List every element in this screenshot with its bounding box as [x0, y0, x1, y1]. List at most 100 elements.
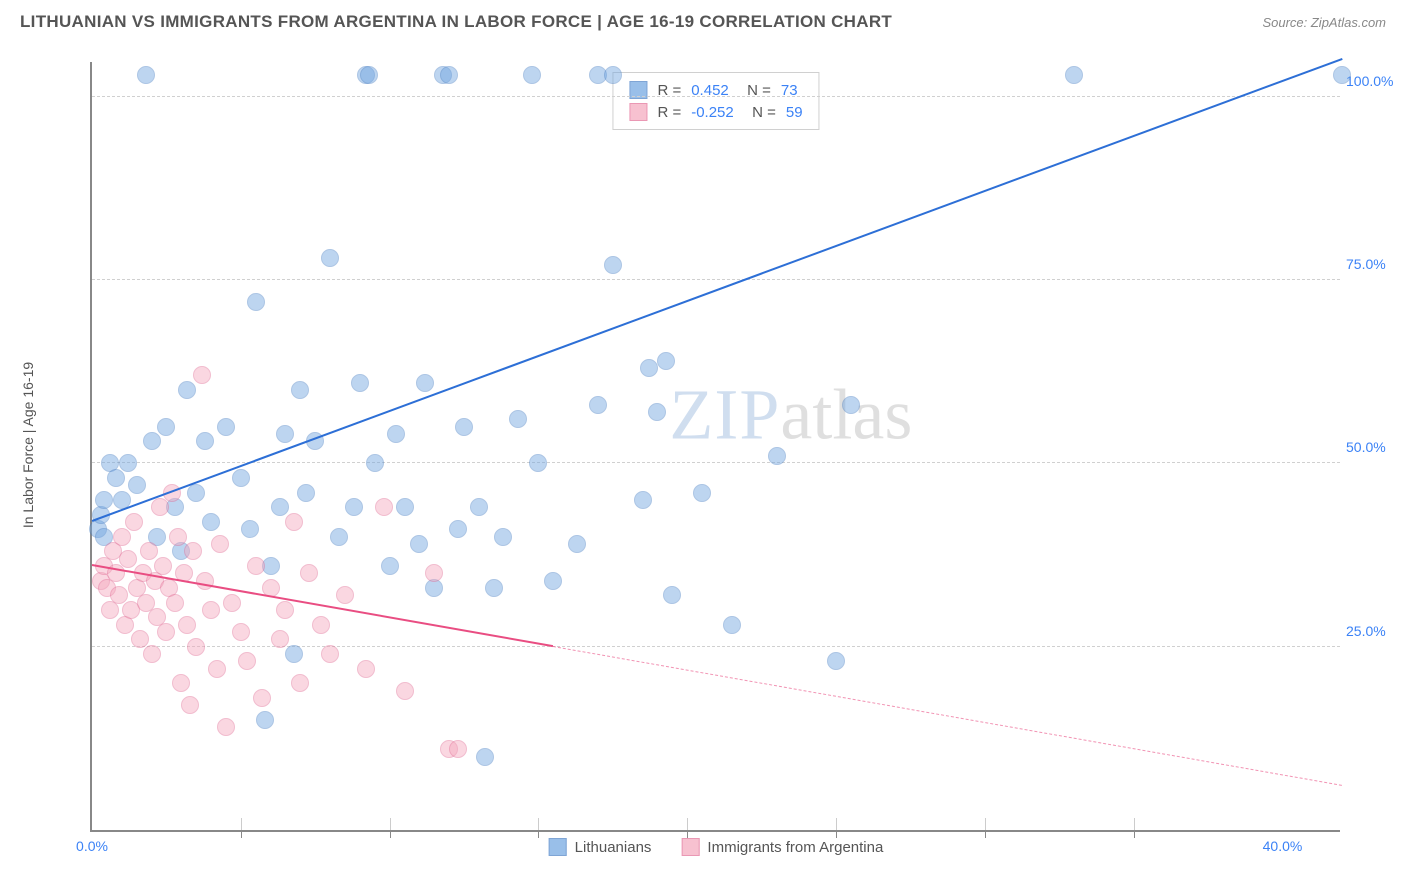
scatter-point: [357, 660, 375, 678]
scatter-point: [208, 660, 226, 678]
x-tick-mark: [836, 830, 837, 838]
scatter-point: [151, 498, 169, 516]
gridline-horizontal: [92, 462, 1340, 463]
scatter-point: [154, 557, 172, 575]
legend-swatch: [549, 838, 567, 856]
scatter-point: [416, 374, 434, 392]
scatter-point: [640, 359, 658, 377]
watermark: ZIPatlas: [669, 374, 912, 457]
scatter-point: [381, 557, 399, 575]
x-tick-label: 40.0%: [1263, 838, 1303, 854]
scatter-point: [449, 740, 467, 758]
scatter-point: [842, 396, 860, 414]
scatter-point: [312, 616, 330, 634]
gridline-vertical: [985, 818, 986, 830]
scatter-point: [449, 520, 467, 538]
scatter-point: [544, 572, 562, 590]
gridline-vertical: [687, 818, 688, 830]
scatter-point: [232, 623, 250, 641]
scatter-point: [648, 403, 666, 421]
stats-row: R = 0.452 N = 73: [629, 79, 802, 101]
scatter-point: [375, 498, 393, 516]
scatter-point: [193, 366, 211, 384]
gridline-vertical: [390, 818, 391, 830]
scatter-point: [238, 652, 256, 670]
scatter-point: [187, 484, 205, 502]
scatter-point: [113, 528, 131, 546]
gridline-vertical: [538, 818, 539, 830]
stats-n-value: 59: [786, 104, 803, 121]
scatter-point: [604, 66, 622, 84]
x-tick-mark: [687, 830, 688, 838]
scatter-point: [181, 696, 199, 714]
scatter-point: [455, 418, 473, 436]
stats-r-value: -0.252: [691, 104, 734, 121]
legend-swatch: [681, 838, 699, 856]
watermark-part2: atlas: [780, 375, 912, 455]
scatter-point: [321, 249, 339, 267]
scatter-point: [196, 432, 214, 450]
scatter-point: [202, 513, 220, 531]
scatter-point: [1333, 66, 1351, 84]
scatter-point: [271, 498, 289, 516]
chart-header: LITHUANIAN VS IMMIGRANTS FROM ARGENTINA …: [0, 0, 1406, 42]
scatter-point: [187, 638, 205, 656]
x-tick-label: 0.0%: [76, 838, 108, 854]
stats-n-label: N =: [744, 104, 776, 121]
chart-legend: Lithuanians Immigrants from Argentina: [549, 838, 884, 856]
scatter-point: [485, 579, 503, 597]
stats-row: R = -0.252 N = 59: [629, 101, 802, 123]
scatter-point: [387, 425, 405, 443]
gridline-vertical: [836, 818, 837, 830]
scatter-point: [360, 66, 378, 84]
scatter-point: [470, 498, 488, 516]
scatter-point: [223, 594, 241, 612]
y-tick-label: 100.0%: [1346, 73, 1402, 89]
scatter-point: [604, 256, 622, 274]
source-attribution: Source: ZipAtlas.com: [1262, 15, 1386, 30]
scatter-point: [107, 469, 125, 487]
scatter-point: [143, 645, 161, 663]
stats-r-label: R =: [657, 104, 681, 121]
scatter-point: [300, 564, 318, 582]
scatter-point: [241, 520, 259, 538]
legend-label: Immigrants from Argentina: [707, 839, 883, 856]
scatter-point: [336, 586, 354, 604]
scatter-point: [169, 528, 187, 546]
scatter-point: [723, 616, 741, 634]
y-tick-label: 50.0%: [1346, 439, 1402, 455]
watermark-part1: ZIP: [669, 375, 780, 455]
plot-area: ZIPatlas R = 0.452 N = 73R = -0.252 N = …: [90, 62, 1340, 832]
scatter-point: [285, 513, 303, 531]
scatter-point: [1065, 66, 1083, 84]
x-tick-mark: [985, 830, 986, 838]
x-tick-mark: [538, 830, 539, 838]
scatter-point: [119, 550, 137, 568]
scatter-point: [693, 484, 711, 502]
scatter-point: [247, 557, 265, 575]
scatter-point: [634, 491, 652, 509]
scatter-point: [247, 293, 265, 311]
scatter-point: [217, 718, 235, 736]
scatter-point: [366, 454, 384, 472]
scatter-point: [202, 601, 220, 619]
legend-label: Lithuanians: [575, 839, 652, 856]
x-tick-mark: [1134, 830, 1135, 838]
scatter-point: [827, 652, 845, 670]
chart-area: In Labor Force | Age 16-19 ZIPatlas R = …: [50, 50, 1386, 840]
scatter-point: [125, 513, 143, 531]
scatter-point: [476, 748, 494, 766]
scatter-point: [768, 447, 786, 465]
chart-title: LITHUANIAN VS IMMIGRANTS FROM ARGENTINA …: [20, 12, 892, 32]
scatter-point: [137, 66, 155, 84]
scatter-point: [297, 484, 315, 502]
scatter-point: [529, 454, 547, 472]
scatter-point: [184, 542, 202, 560]
scatter-point: [217, 418, 235, 436]
scatter-point: [178, 616, 196, 634]
scatter-point: [589, 396, 607, 414]
legend-item: Immigrants from Argentina: [681, 838, 883, 856]
scatter-point: [494, 528, 512, 546]
scatter-point: [425, 564, 443, 582]
scatter-point: [568, 535, 586, 553]
